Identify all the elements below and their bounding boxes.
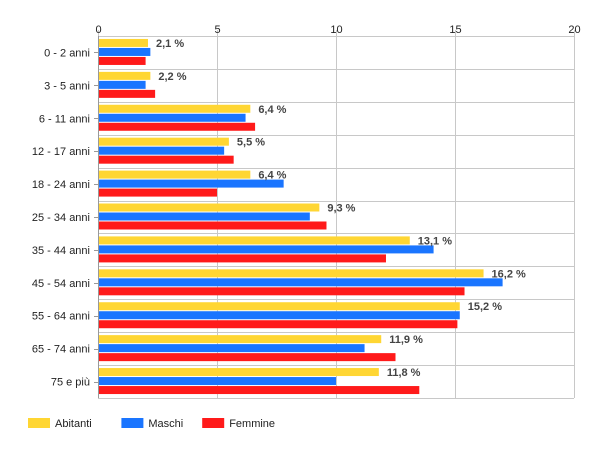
bar-abitanti bbox=[99, 71, 151, 80]
bar-abitanti bbox=[99, 203, 320, 212]
legend-label-femmine: Femmine bbox=[229, 418, 275, 430]
legend-swatch-abitanti bbox=[28, 418, 50, 428]
category-label: 65 - 74 anni bbox=[32, 344, 90, 356]
category-label: 18 - 24 anni bbox=[32, 179, 90, 191]
x-tick-label: 20 bbox=[568, 24, 580, 36]
bar-abitanti bbox=[99, 335, 382, 344]
data-label: 15,2 % bbox=[468, 301, 502, 313]
bar-femmine bbox=[99, 287, 465, 296]
bar-maschi bbox=[99, 179, 284, 188]
data-label: 6,4 % bbox=[258, 104, 286, 116]
category-label: 55 - 64 anni bbox=[32, 311, 90, 323]
data-labels: 2,1 % 2,2 % 6,4 % 5,5 % 6,4 % 9,3 % 13,1 % 16,2… bbox=[156, 38, 526, 379]
category-label: 6 - 11 anni bbox=[39, 113, 90, 125]
bar-maschi bbox=[99, 80, 146, 89]
bar-abitanti bbox=[99, 368, 379, 377]
bar-maschi bbox=[99, 47, 151, 56]
bar-maschi bbox=[99, 311, 460, 320]
bar-abitanti bbox=[99, 137, 229, 146]
bar-maschi bbox=[99, 113, 246, 122]
data-label: 6,4 % bbox=[258, 170, 286, 182]
bar-abitanti bbox=[99, 302, 460, 311]
bar-femmine bbox=[99, 188, 217, 197]
bars bbox=[99, 38, 503, 395]
x-axis-ticks: 0 5 10 15 20 bbox=[95, 24, 580, 36]
data-label: 13,1 % bbox=[418, 235, 452, 247]
legend-swatch-maschi bbox=[121, 418, 144, 428]
bar-maschi bbox=[99, 377, 336, 386]
category-label: 0 - 2 anni bbox=[44, 47, 90, 59]
category-label: 35 - 44 anni bbox=[32, 245, 90, 257]
data-label: 9,3 % bbox=[327, 203, 355, 215]
legend-swatch-femmine bbox=[202, 418, 225, 428]
bar-abitanti bbox=[99, 104, 251, 113]
bar-femmine bbox=[99, 122, 256, 131]
category-label: 45 - 54 anni bbox=[32, 278, 90, 290]
legend-label-maschi: Maschi bbox=[148, 418, 183, 430]
bar-femmine bbox=[99, 56, 146, 65]
bar-femmine bbox=[99, 155, 234, 164]
bar-abitanti bbox=[99, 38, 148, 47]
data-label: 2,2 % bbox=[158, 71, 186, 83]
bar-maschi bbox=[99, 146, 225, 155]
category-label: 12 - 17 anni bbox=[32, 146, 90, 158]
y-axis-labels: 0 - 2 anni 3 - 5 anni 6 - 11 anni 12 - 17 a… bbox=[32, 47, 90, 388]
bar-maschi bbox=[99, 245, 434, 254]
category-label: 75 e più bbox=[51, 377, 90, 389]
bar-maschi bbox=[99, 344, 365, 353]
data-label: 2,1 % bbox=[156, 38, 184, 50]
bar-femmine bbox=[99, 320, 458, 329]
category-label: 25 - 34 anni bbox=[32, 212, 90, 224]
bar-femmine bbox=[99, 221, 327, 230]
bar-abitanti bbox=[99, 170, 251, 179]
data-label: 11,8 % bbox=[387, 367, 421, 379]
bar-abitanti bbox=[99, 269, 484, 278]
x-tick-label: 15 bbox=[449, 24, 461, 36]
bar-maschi bbox=[99, 212, 310, 221]
x-tick-label: 0 bbox=[95, 24, 101, 36]
bar-abitanti bbox=[99, 236, 410, 245]
bar-maschi bbox=[99, 278, 503, 287]
bar-femmine bbox=[99, 89, 156, 98]
legend: Abitanti Maschi Femmine bbox=[28, 418, 275, 430]
category-label: 3 - 5 anni bbox=[44, 80, 90, 92]
x-tick-label: 10 bbox=[330, 24, 342, 36]
x-tick-label: 5 bbox=[214, 24, 220, 36]
data-label: 16,2 % bbox=[492, 268, 526, 280]
grid bbox=[94, 30, 575, 399]
data-label: 11,9 % bbox=[389, 334, 423, 346]
legend-label-abitanti: Abitanti bbox=[55, 418, 92, 430]
bar-femmine bbox=[99, 353, 396, 362]
bar-femmine bbox=[99, 386, 420, 395]
data-label: 5,5 % bbox=[237, 137, 265, 149]
bar-femmine bbox=[99, 254, 386, 263]
